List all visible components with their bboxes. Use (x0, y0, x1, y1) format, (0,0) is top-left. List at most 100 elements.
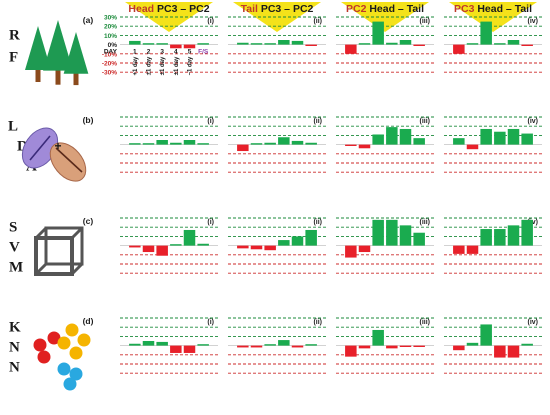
tree-foliage (63, 32, 89, 74)
bar-4 (494, 43, 506, 45)
bar-5 (399, 225, 412, 246)
day-offset-label: −1 day (188, 56, 194, 76)
row-letter: F (9, 50, 18, 66)
bar-3 (156, 140, 168, 145)
row-tag: (b) (83, 115, 94, 125)
panel-knn-4: (iv) (444, 317, 542, 374)
bar-4 (170, 345, 182, 353)
panel-label: (i) (207, 319, 214, 326)
bar-2 (250, 143, 263, 145)
bar-fs (521, 133, 533, 145)
bar-1 (237, 345, 249, 348)
bar-2 (142, 143, 155, 145)
column-header-rest: PC3 – PC2 (154, 3, 210, 15)
bar-fs (197, 344, 209, 346)
bar-1 (129, 343, 141, 346)
panel-lda-2: (ii) (228, 116, 326, 173)
day-number-label: 2 (147, 49, 151, 56)
panel-label: (i) (207, 118, 214, 125)
bar-3 (372, 219, 384, 246)
y-tick-label: 10% (104, 33, 117, 40)
panel-lda-3: (iii) (336, 116, 434, 173)
column-header-pc3-head-tail: PC3 Head – Tail (454, 3, 532, 15)
bar-5 (399, 40, 412, 45)
bar-1 (129, 143, 141, 145)
bar-fs (197, 143, 209, 145)
bar-2 (358, 144, 371, 149)
fs-label: F/S (198, 49, 209, 56)
panel-rf-3: (iii) (336, 16, 434, 73)
row-letter: K (9, 320, 21, 336)
bar-2 (358, 245, 371, 253)
panel-knn-2: (ii) (228, 317, 326, 374)
day-number-label: 1 (133, 49, 137, 56)
bar-3 (372, 21, 384, 45)
y-tick-label: -20% (102, 61, 117, 68)
bar-2 (466, 43, 479, 45)
knn-dot (77, 333, 91, 347)
row-labels: RF(a)LDA(b)+SVM(c)KNN(d) (8, 15, 94, 391)
header-highlight (341, 2, 429, 32)
column-header-tail-pc3-pc2: Tail PC3 – PC2 (241, 3, 314, 15)
knn-dot (57, 336, 71, 350)
column-header-highlight-word: PC2 (346, 3, 367, 15)
bar-1 (453, 44, 465, 54)
panel-label: (iv) (528, 319, 539, 326)
bar-fs (305, 344, 317, 346)
tree-trunk (55, 68, 61, 85)
bar-5 (507, 225, 520, 246)
day-axis-label: DAY (104, 49, 118, 56)
bar-fs (413, 232, 425, 246)
cube-edge (34, 226, 48, 240)
knn-dot (69, 367, 83, 381)
row-letter: S (9, 220, 17, 236)
day-number-label: 5 (188, 49, 192, 56)
bar-5 (183, 229, 196, 246)
day-offset-label: ±1 day (174, 56, 180, 75)
bar-2 (142, 43, 155, 45)
bar-5 (291, 40, 304, 45)
column-header-rest: Head – Tail (474, 3, 532, 15)
bar-3 (480, 229, 492, 246)
bar-3 (264, 344, 276, 346)
cube-edge (70, 226, 84, 240)
cube-edge (34, 262, 48, 276)
header-highlight (233, 2, 321, 32)
bar-2 (250, 345, 263, 348)
knn-dot (47, 331, 61, 345)
bar-fs (413, 345, 425, 347)
bar-2 (250, 245, 263, 250)
knn-dots-icon (33, 323, 91, 391)
bar-3 (156, 341, 168, 346)
bar-4 (494, 229, 506, 246)
panel-svm-3: (iii) (336, 217, 434, 274)
bar-2 (466, 245, 479, 254)
bar-fs (521, 219, 533, 246)
tree-trunk (35, 68, 41, 82)
bar-3 (372, 134, 384, 145)
panel-svm-4: (iv) (444, 217, 542, 274)
cube-front (34, 236, 74, 276)
bar-1 (237, 144, 249, 152)
column-header-rest: Head – Tail (366, 3, 424, 15)
bar-4 (386, 219, 398, 246)
panel-label: (iii) (420, 319, 431, 326)
bar-5 (507, 128, 520, 145)
bar-1 (237, 42, 249, 45)
bar-fs (305, 142, 317, 145)
class-b-ellipse (49, 142, 87, 182)
panel-label: (ii) (313, 118, 322, 125)
svm-cube-icon (34, 226, 84, 276)
bar-fs (521, 44, 533, 46)
row-tag: (c) (83, 216, 94, 226)
bar-3 (264, 43, 276, 45)
knn-dot (33, 338, 47, 352)
bar-3 (372, 329, 384, 346)
bar-fs (197, 43, 209, 45)
bar-4 (278, 40, 290, 45)
header-highlight (125, 2, 213, 32)
bar-4 (494, 345, 506, 358)
bar-2 (142, 245, 155, 253)
panel-rf-4: (iv) (444, 16, 542, 73)
